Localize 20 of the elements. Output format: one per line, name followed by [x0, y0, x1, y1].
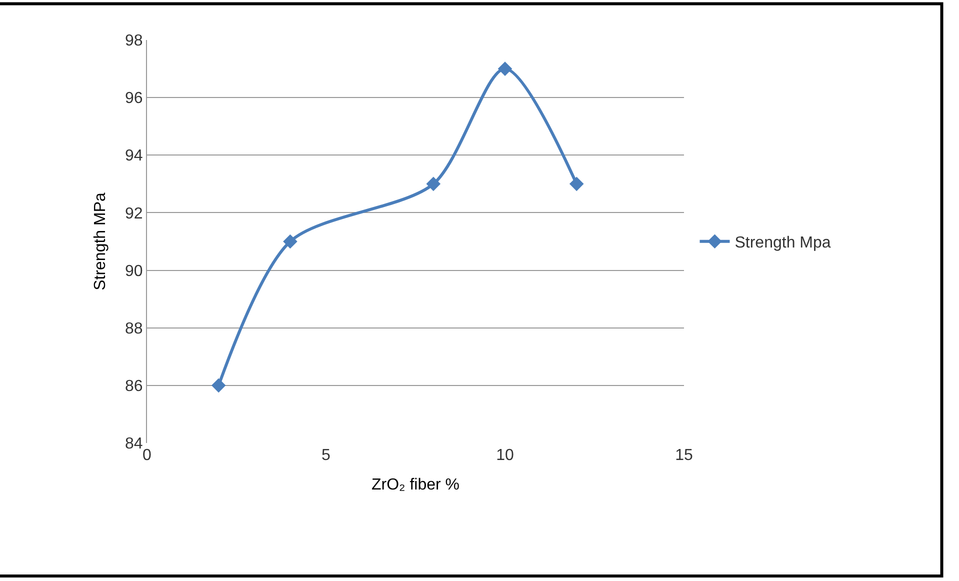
x-tick-label: 10	[496, 447, 514, 464]
x-axis-title: ZrO₂ fiber %	[372, 476, 460, 494]
point	[283, 234, 298, 249]
point	[498, 62, 512, 76]
point	[426, 176, 441, 192]
y-tick-label: 84	[125, 436, 143, 453]
point	[569, 176, 584, 192]
y-tick-label: 96	[125, 90, 143, 108]
x-tick-label: 5	[322, 447, 331, 464]
x-tick-label: 15	[675, 447, 693, 464]
y-tick-label: 90	[125, 262, 143, 280]
y-axis-title: Strength MPa	[92, 192, 109, 290]
y-tick-label: 86	[125, 378, 143, 396]
y-tick-label: 88	[125, 320, 143, 338]
legend-label: Strength Mpa	[734, 234, 831, 252]
y-tick-label: 94	[125, 148, 143, 165]
y-tick-label: 92	[125, 205, 143, 222]
point	[211, 378, 226, 393]
y-tick-label: 98	[125, 32, 143, 50]
x-tick-label: 0	[142, 447, 152, 464]
